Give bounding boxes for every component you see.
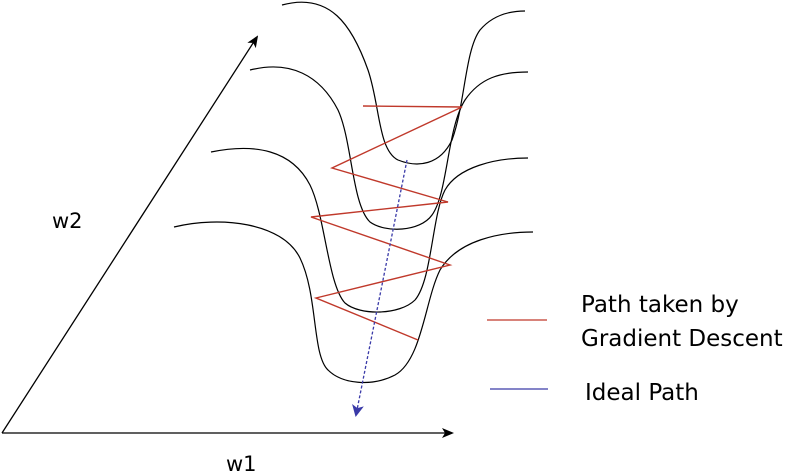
axes bbox=[1, 35, 454, 438]
legend-label-ideal-path: Ideal Path bbox=[585, 380, 699, 406]
contour-line-1 bbox=[281, 1, 526, 165]
contour-line-2 bbox=[249, 66, 529, 230]
contour-line-4 bbox=[173, 221, 534, 384]
gradient-descent-path bbox=[310, 105, 463, 341]
y-axis-label: w2 bbox=[52, 209, 83, 233]
legend-label-gradient-descent-line-2: Gradient Descent bbox=[581, 326, 783, 352]
legend-label-gradient-descent-line-1: Path taken by bbox=[581, 292, 739, 318]
x-axis-label: w1 bbox=[226, 452, 257, 473]
contour-line-3 bbox=[210, 147, 529, 313]
y-axis bbox=[1, 35, 259, 434]
legend: Path taken by Gradient Descent Ideal Pat… bbox=[487, 292, 783, 406]
ideal-path bbox=[352, 159, 408, 417]
contour-lines bbox=[173, 1, 534, 384]
